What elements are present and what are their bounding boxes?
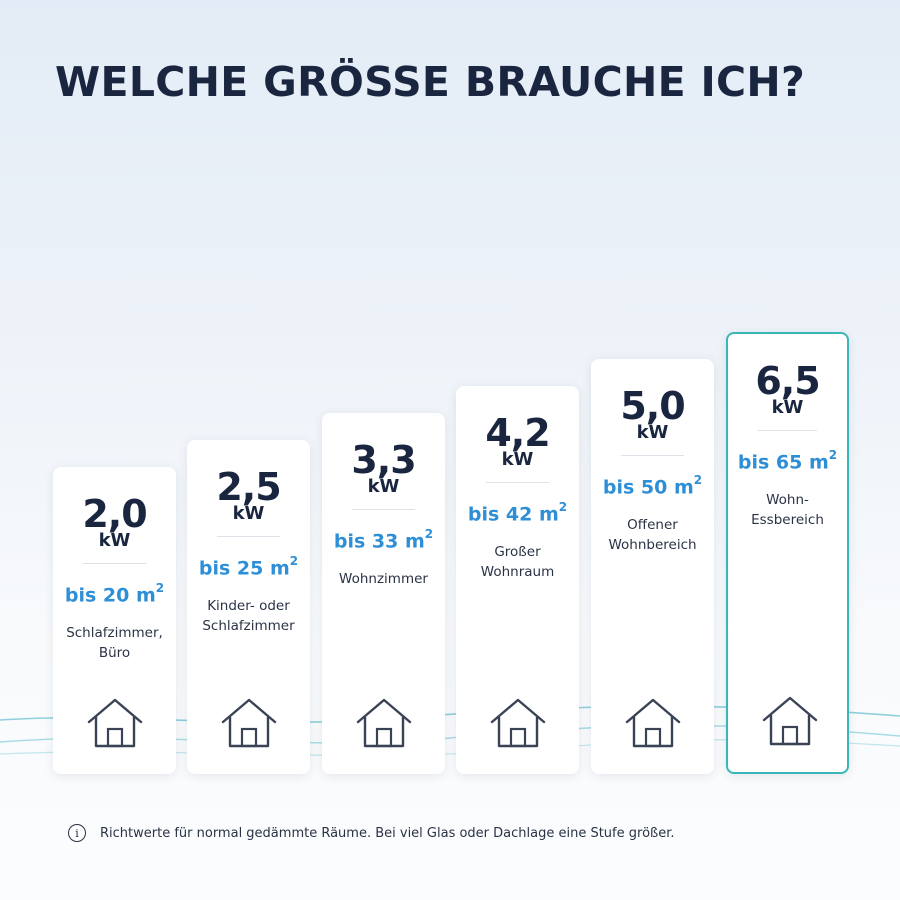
area-value: bis 20 m [64,584,156,607]
info-note: i Richtwerte für normal gedämmte Räume. … [68,822,848,844]
size-card-3-3: 3,3 kW bis 33 m2 Wohnzimmer [322,413,445,774]
area-label: bis 20 m2 [53,578,176,607]
area-value: bis 65 m [737,451,829,474]
house-icon [219,696,279,750]
size-card-6-5: 6,5 kW bis 65 m2 Wohn-Essbereich [726,332,849,774]
room-label: Wohnzimmer [339,571,428,588]
area-value: bis 25 m [198,557,290,580]
size-card-2-5: 2,5 kW bis 25 m2 Kinder- oder Schlafzimmer [187,440,310,774]
size-card-4-2: 4,2 kW bis 42 m2 Großer Wohnraum [456,386,579,774]
power-unit: kW [771,397,804,418]
area-unit-superscript: 2 [155,581,165,595]
info-note-text: Richtwerte für normal gedämmte Räume. Be… [100,825,675,841]
power-unit: kW [367,476,400,497]
area-value: bis 42 m [467,503,559,526]
house-icon [623,696,683,750]
room-label: Großer Wohnraum [480,544,555,581]
area-unit-superscript: 2 [558,500,568,514]
area-value: bis 50 m [602,476,694,499]
house-icon [488,696,548,750]
area-label: bis 33 m2 [322,524,445,553]
power-unit: kW [636,422,669,443]
power-unit: kW [98,530,131,551]
divider [621,455,684,456]
power-value: 3,3 [351,438,416,482]
divider [83,563,146,564]
power-value: 2,0 [82,492,147,536]
area-label: bis 25 m2 [187,551,310,580]
house-icon [760,694,820,748]
power-value: 2,5 [216,465,281,509]
page-title: WELCHE GRÖSSE BRAUCHE ICH? [55,58,806,106]
divider [758,430,817,431]
info-icon: i [68,824,86,842]
power-unit: kW [232,503,265,524]
power-unit: kW [501,449,534,470]
house-icon [354,696,414,750]
area-unit-superscript: 2 [289,554,299,568]
area-label: bis 50 m2 [591,470,714,499]
room-label: Kinder- oder Schlafzimmer [202,598,295,635]
area-label: bis 65 m2 [728,445,847,474]
area-unit-superscript: 2 [693,473,703,487]
power-value: 5,0 [620,384,685,428]
area-value: bis 33 m [333,530,425,553]
divider [217,536,280,537]
power-value: 4,2 [485,411,550,455]
house-icon [85,696,145,750]
power-value: 6,5 [755,359,820,403]
size-card-2-0: 2,0 kW bis 20 m2 Schlafzimmer, Büro [53,467,176,774]
divider [352,509,415,510]
area-unit-superscript: 2 [828,448,838,462]
room-label: Offener Wohnbereich [608,517,697,554]
room-label: Schlafzimmer, Büro [66,625,163,662]
area-label: bis 42 m2 [456,497,579,526]
size-card-5-0: 5,0 kW bis 50 m2 Offener Wohnbereich [591,359,714,774]
divider [486,482,549,483]
room-label: Wohn-Essbereich [751,492,824,529]
area-unit-superscript: 2 [424,527,434,541]
